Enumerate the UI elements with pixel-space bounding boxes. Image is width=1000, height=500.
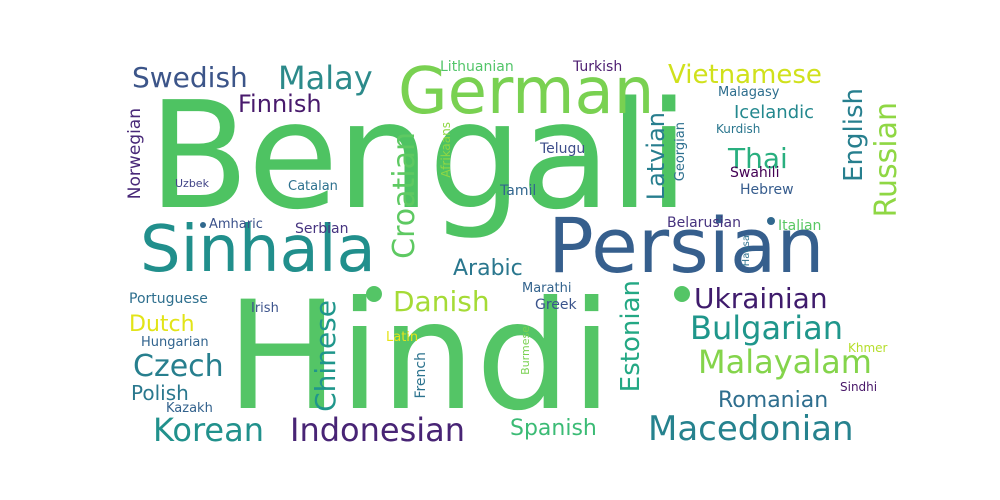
dot-mark — [200, 222, 206, 228]
word-danish: Danish — [393, 285, 490, 318]
word-belarusian: Belarusian — [667, 215, 741, 231]
word-croatian: Croatian — [387, 132, 422, 259]
word-macedonian: Macedonian — [648, 409, 854, 449]
word-dutch: Dutch — [129, 312, 195, 337]
word-kurdish: Kurdish — [716, 122, 761, 136]
word-kazakh: Kazakh — [166, 401, 213, 416]
word-icelandic: Icelandic — [734, 102, 815, 123]
word-estonian: Estonian — [616, 280, 646, 393]
word-arabic: Arabic — [453, 256, 523, 281]
word-latvian: Latvian — [642, 112, 670, 201]
word-khmer: Khmer — [848, 341, 888, 355]
word-czech: Czech — [133, 349, 224, 384]
word-indonesian: Indonesian — [290, 411, 466, 449]
word-hungarian: Hungarian — [141, 335, 209, 350]
word-hausa: Hausa — [741, 235, 752, 267]
word-swedish: Swedish — [132, 61, 248, 94]
word-portuguese: Portuguese — [129, 291, 208, 307]
dot-mark — [366, 286, 382, 302]
word-italian: Italian — [778, 218, 822, 234]
word-spanish: Spanish — [510, 416, 597, 441]
word-thai: Thai — [728, 142, 788, 175]
word-sindhi: Sindhi — [840, 380, 878, 394]
word-ukrainian: Ukrainian — [694, 282, 828, 315]
word-georgian: Georgian — [673, 122, 688, 182]
word-russian: Russian — [869, 102, 904, 218]
word-marathi: Marathi — [522, 281, 572, 296]
word-latin: Latin — [386, 330, 419, 345]
word-chinese: Chinese — [309, 300, 342, 412]
word-romanian: Romanian — [718, 388, 829, 413]
word-lithuanian: Lithuanian — [440, 59, 514, 75]
word-polish: Polish — [131, 381, 189, 405]
word-persian: Persian — [548, 201, 825, 290]
word-malagasy: Malagasy — [718, 85, 780, 100]
word-uzbek: Uzbek — [175, 177, 209, 190]
word-swahili: Swahili — [730, 165, 780, 181]
word-english: English — [839, 88, 869, 182]
word-norwegian: Norwegian — [125, 108, 145, 200]
dot-mark — [767, 217, 775, 225]
word-turkish: Turkish — [573, 59, 623, 75]
word-telugu: Telugu — [540, 141, 586, 157]
word-vietnamese: Vietnamese — [668, 60, 822, 90]
word-french: French — [413, 352, 429, 399]
word-amharic: Amharic — [209, 217, 263, 232]
word-tamil: Tamil — [500, 183, 537, 199]
word-burmese: Burmese — [519, 326, 532, 375]
word-hebrew: Hebrew — [740, 182, 794, 198]
word-greek: Greek — [535, 297, 577, 313]
word-afrikaans: Afrikaans — [439, 122, 453, 178]
word-finnish: Finnish — [238, 90, 322, 118]
word-irish: Irish — [251, 301, 279, 316]
word-catalan: Catalan — [288, 179, 338, 194]
word-serbian: Serbian — [295, 221, 349, 237]
word-bulgarian: Bulgarian — [690, 309, 843, 347]
word-malayalam: Malayalam — [698, 343, 872, 381]
word-sinhala: Sinhala — [140, 213, 376, 287]
word-hindi: Hindi — [226, 270, 613, 444]
word-korean: Korean — [153, 411, 264, 449]
dot-mark — [674, 286, 690, 302]
word-malay: Malay — [278, 59, 373, 97]
word-german: German — [398, 55, 655, 129]
word-bengali: Bengali — [148, 70, 689, 242]
